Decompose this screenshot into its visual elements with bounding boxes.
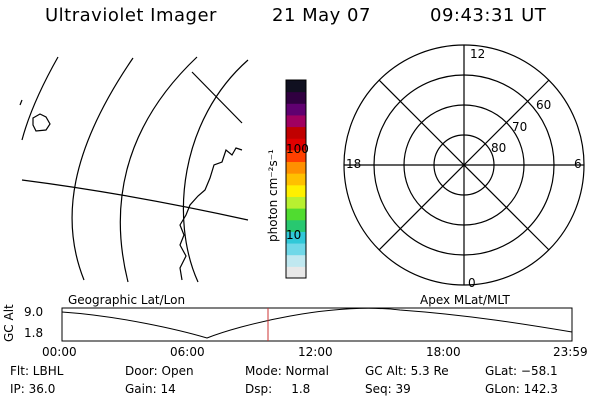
- info-gain: Gain: 14: [125, 382, 176, 396]
- colorbar-segment: [286, 231, 306, 244]
- colorbar-segment: [286, 138, 306, 151]
- colorbar-tick-10: 10: [286, 228, 302, 242]
- info-mode: Mode: Normal: [245, 364, 329, 378]
- timeline-ylabel: GC Alt: [2, 304, 16, 342]
- colorbar-segment: [286, 266, 306, 279]
- colorbar: [285, 79, 307, 279]
- colorbar-segment: [286, 161, 306, 174]
- colorbar-frame: [285, 79, 307, 279]
- geo-panel-label: Geographic Lat/Lon: [68, 293, 186, 307]
- map-edge: [191, 71, 243, 124]
- colorbar-segment: [286, 243, 306, 256]
- colorbar-unit: photon cm⁻²s⁻¹: [266, 149, 280, 242]
- polar-diag-2: [378, 79, 550, 251]
- lat-label-70: 70: [512, 120, 528, 134]
- lat-label-60: 60: [536, 98, 552, 112]
- info-door: Door: Open: [125, 364, 194, 378]
- info-dsp: Dsp: 1.8: [245, 382, 311, 396]
- lat-label-80: 80: [491, 141, 507, 155]
- colorbar-segment: [286, 254, 306, 267]
- map-arc-4: [182, 59, 249, 283]
- info-filter: Flt: LBHL: [10, 364, 64, 378]
- timeline-xtick-2359: 23:59: [553, 345, 588, 359]
- mlt-label-18: 18: [346, 157, 362, 171]
- colorbar-segment: [286, 126, 306, 139]
- colorbar-segment: [286, 173, 306, 186]
- colorbar-segment: [286, 114, 306, 128]
- mlt-label-0: 0: [468, 276, 476, 290]
- info-glat: GLat: −58.1: [485, 364, 558, 378]
- colorbar-segment: [286, 219, 306, 232]
- info-glon: GLon: 142.3: [485, 382, 558, 396]
- map-arc-3: [119, 56, 198, 283]
- timeline-xtick-1200: 12:00: [298, 345, 333, 359]
- colorbar-segment: [286, 208, 306, 221]
- map-arc-1: [21, 56, 59, 141]
- polar-panel-label: Apex MLat/MLT: [420, 293, 510, 307]
- colorbar-tick-100: 100: [286, 142, 309, 156]
- colorbar-segment: [286, 149, 306, 163]
- altitude-curve: [61, 307, 573, 339]
- info-ip: IP: 36.0: [10, 382, 56, 396]
- map-lon-line: [21, 179, 249, 221]
- polar-plot: [343, 44, 585, 286]
- mlt-label-12: 12: [470, 47, 486, 61]
- instrument-title: Ultraviolet Imager: [45, 5, 217, 26]
- coastline: [179, 147, 243, 281]
- island: [32, 113, 51, 132]
- map-arc-2: [71, 57, 134, 281]
- time-label: 09:43:31 UT: [430, 5, 547, 26]
- timeline-ytick-9: 9.0: [24, 305, 44, 319]
- colorbar-segment: [286, 196, 306, 209]
- colorbar-segment: [286, 80, 306, 93]
- timeline-frame: [61, 307, 573, 342]
- timeline-plot: [61, 307, 573, 342]
- timeline-xtick-1800: 18:00: [426, 345, 461, 359]
- timeline-xtick-0600: 06:00: [170, 345, 205, 359]
- timeline-ytick-1-8: 1.8: [24, 326, 44, 340]
- colorbar-segment: [286, 184, 306, 197]
- colorbar-segment: [286, 103, 306, 116]
- date-label: 21 May 07: [272, 5, 371, 26]
- info-seq: Seq: 39: [365, 382, 411, 396]
- timeline-xtick-0000: 00:00: [42, 345, 77, 359]
- coast-tick: [19, 99, 23, 106]
- mlt-label-6: 6: [574, 157, 582, 171]
- colorbar-segment: [286, 91, 306, 104]
- info-gcalt: GC Alt: 5.3 Re: [365, 364, 449, 378]
